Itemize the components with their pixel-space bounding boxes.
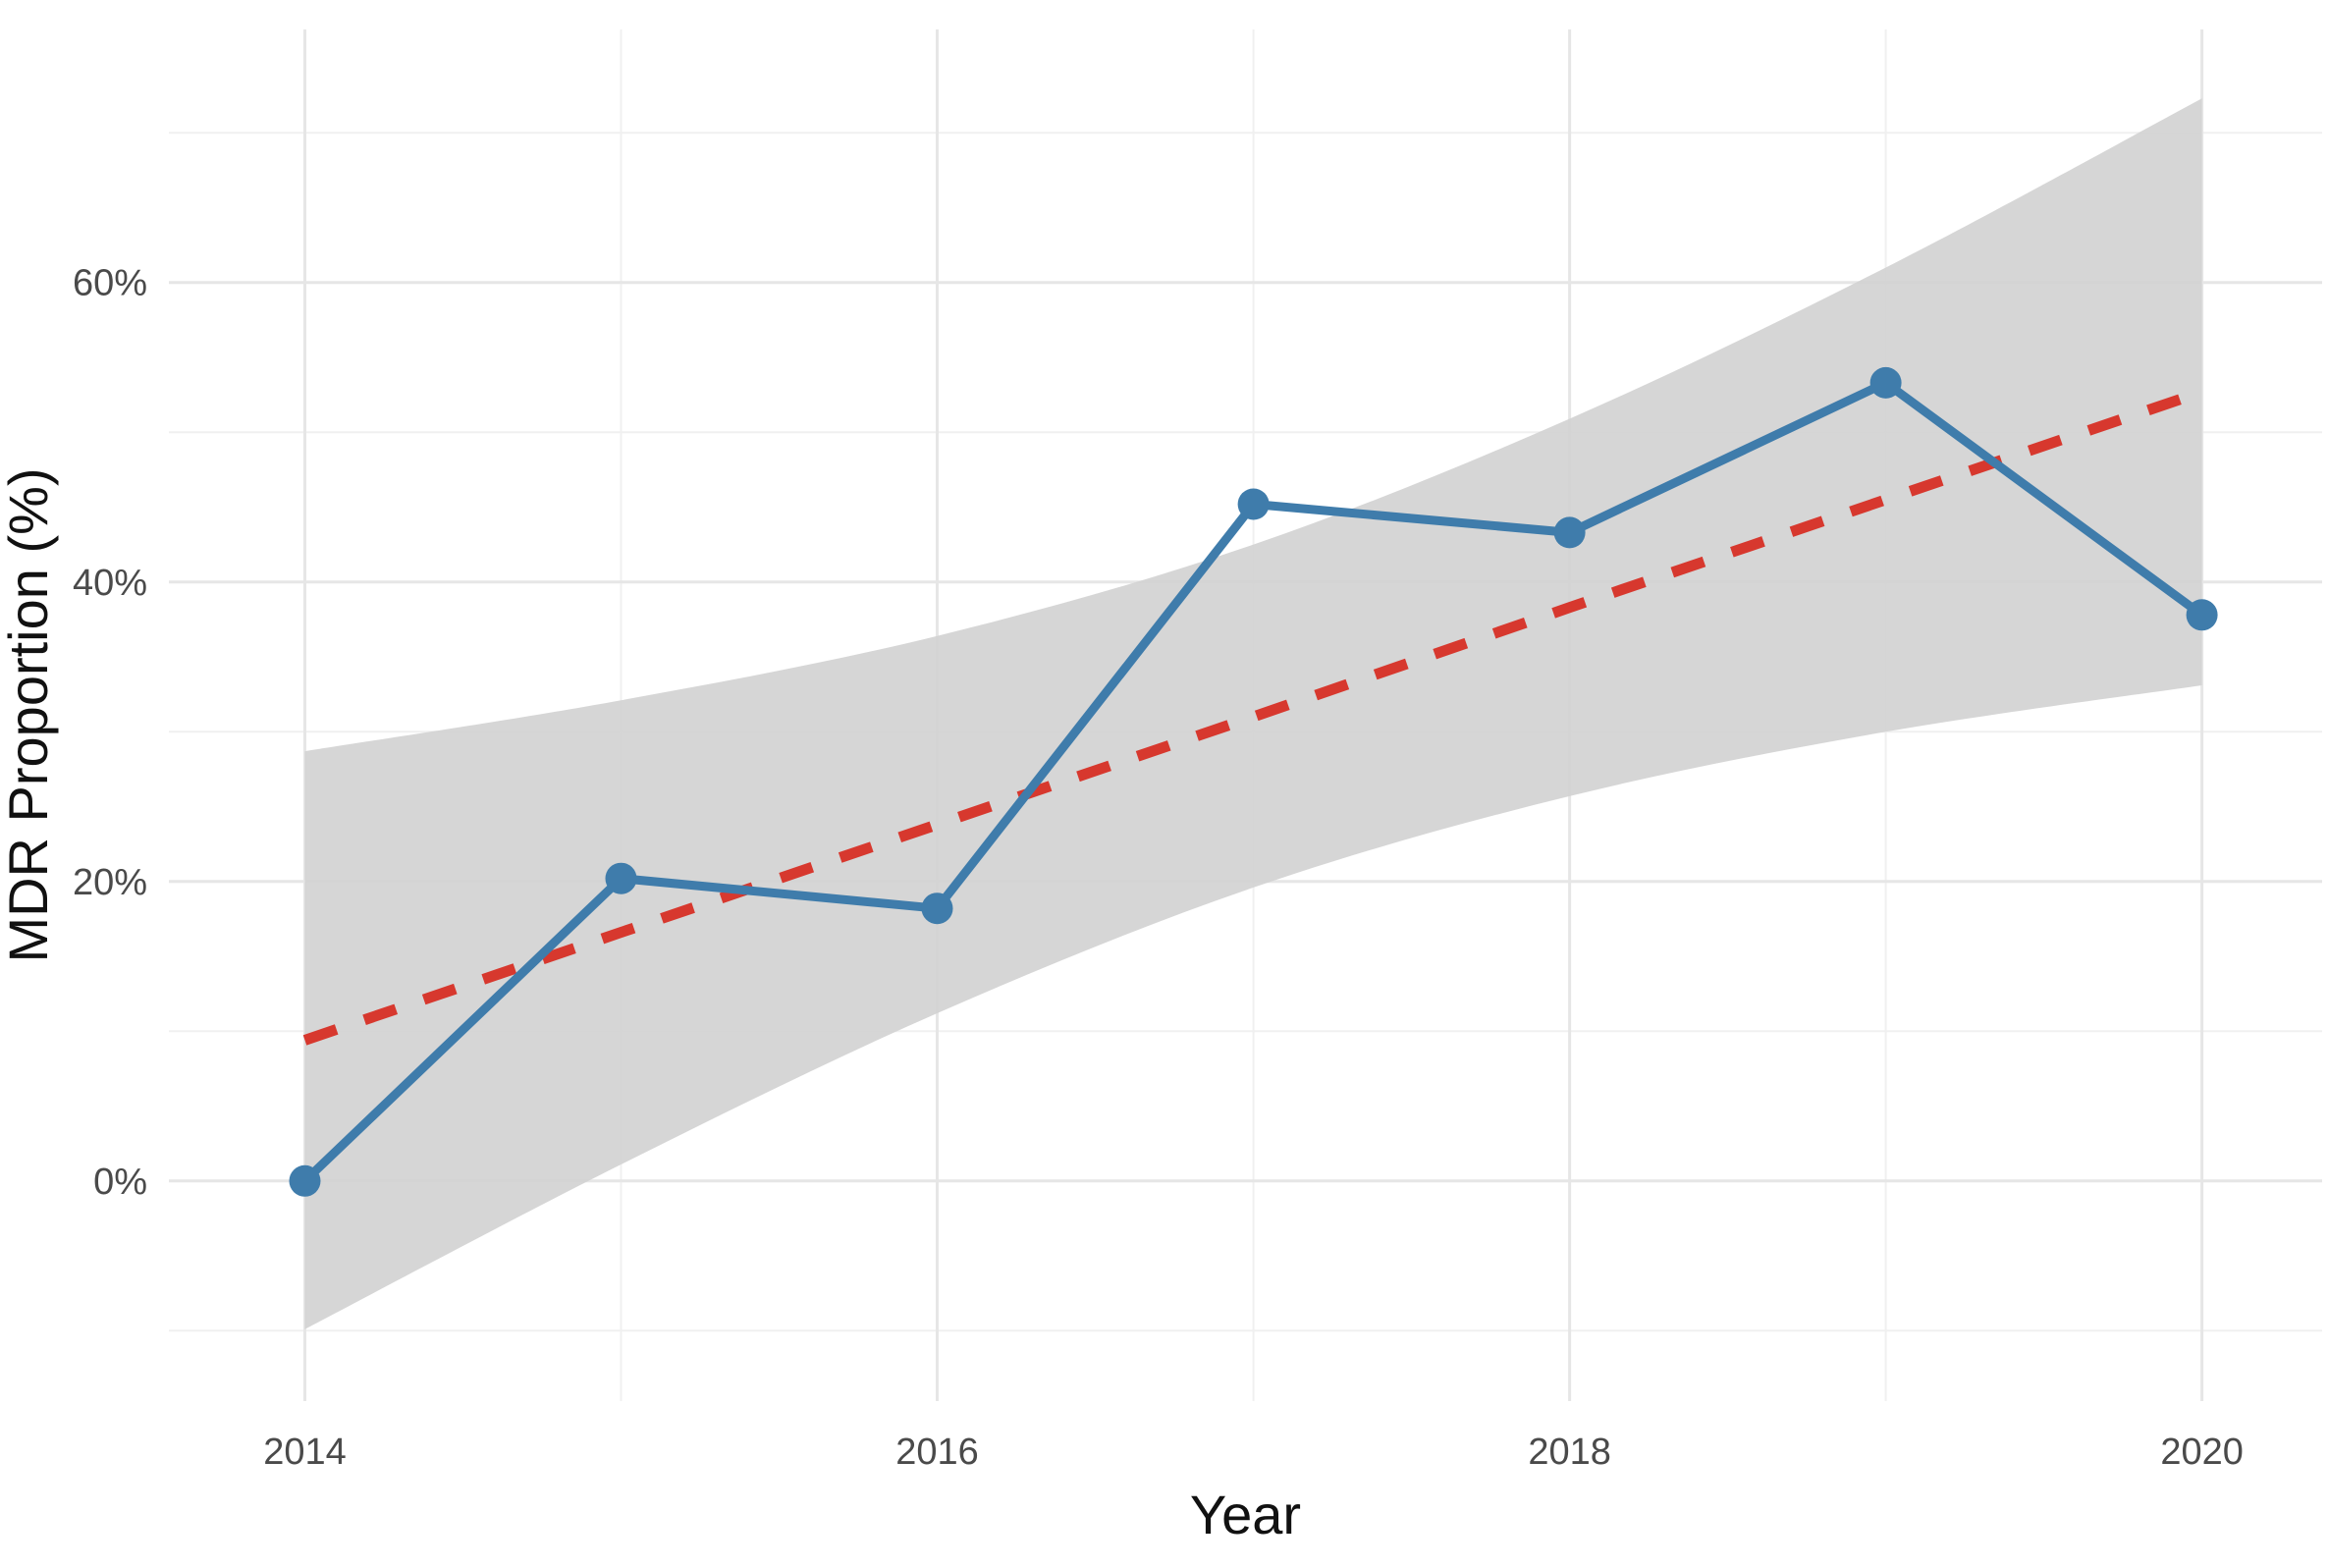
y-tick-label: 20% (73, 862, 147, 903)
y-tick-label: 0% (93, 1162, 147, 1203)
x-tick-label: 2014 (263, 1432, 347, 1473)
data-point-2015 (605, 862, 637, 894)
data-point-2017 (1237, 488, 1270, 520)
x-tick-label: 2016 (895, 1432, 979, 1473)
confidence-ribbon (304, 98, 2202, 1329)
data-point-2016 (921, 892, 953, 925)
x-tick-label: 2018 (1528, 1432, 1611, 1473)
data-point-2018 (1553, 516, 1586, 549)
x-tick-label: 2020 (2160, 1432, 2244, 1473)
data-point-2020 (2186, 599, 2218, 631)
x-axis-title: Year (1190, 1484, 1301, 1545)
trend-line (302, 386, 2204, 1046)
data-point-2019 (1869, 366, 1902, 399)
y-axis-title: MDR Proportion (%) (0, 467, 59, 962)
y-tick-label: 40% (73, 563, 147, 604)
data-point-2014 (289, 1164, 321, 1197)
y-tick-label: 60% (73, 263, 147, 304)
